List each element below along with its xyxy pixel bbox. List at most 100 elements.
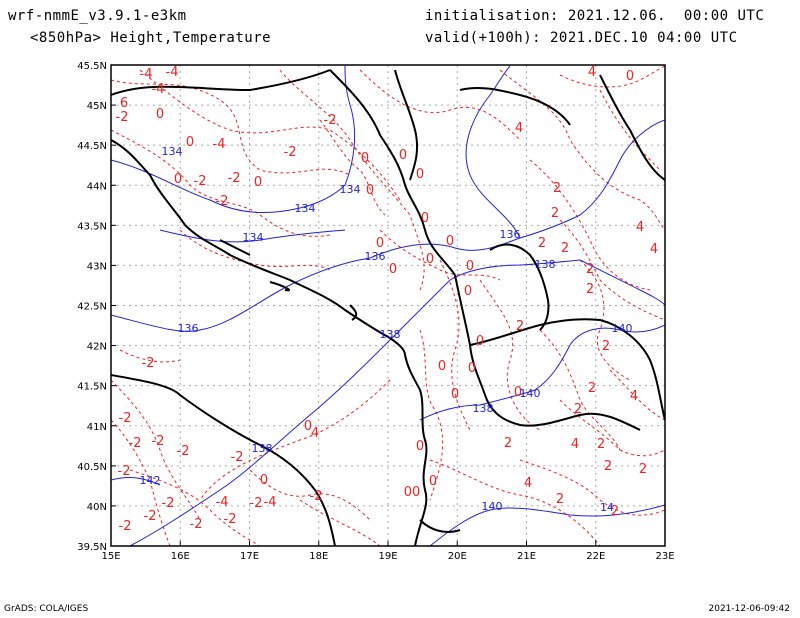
height-contour-label: 140 [520, 387, 541, 400]
temperature-contour-label: 0 [389, 262, 397, 277]
temperature-contour-label: 4 [311, 426, 319, 441]
temperature-contours [111, 65, 665, 546]
temperature-contour-label: 0 [426, 252, 434, 267]
temperature-contour-label: 2 [553, 181, 561, 196]
temperature-contour-label: 0 [174, 172, 182, 187]
temperature-contour-label: -2 [162, 496, 175, 511]
temperature-contour-label: 0 [186, 135, 194, 150]
lon-tick-label: 17E [240, 551, 259, 562]
temperature-contour-label: -2 [310, 489, 323, 504]
temperature-contour-label: 0 [464, 284, 472, 299]
height-contour-label: 138 [380, 328, 401, 341]
model-title: wrf-nmmE_v3.9.1-e3km [8, 8, 187, 24]
lon-tick-label: 16E [171, 551, 190, 562]
lat-tick-label: 41N [87, 422, 107, 433]
temperature-contour-label: 0 [361, 151, 369, 166]
temperature-contour-label: 2 [574, 402, 582, 417]
height-contour-label: 14 [600, 501, 614, 514]
lon-tick-label: 22E [586, 551, 605, 562]
temperature-contour-label: -2 [231, 450, 244, 465]
lon-tick-label: 23E [655, 551, 674, 562]
coastlines-borders [111, 69, 665, 546]
temperature-contour-label: 2 [611, 504, 619, 519]
temperature-contour-label: 0 [446, 234, 454, 249]
temperature-contour-label: 0 [304, 419, 312, 434]
init-time: initialisation: 2021.12.06. 00:00 UTC [425, 8, 765, 24]
lon-tick-label: 15E [101, 551, 120, 562]
lon-tick-label: 19E [378, 551, 397, 562]
temperature-contour-label: 0 [421, 211, 429, 226]
lon-tick-label: 21E [517, 551, 536, 562]
temperature-contour-label: -2 [324, 113, 337, 128]
height-contour-label: 134 [243, 231, 264, 244]
lat-tick-label: 39.5N [77, 542, 107, 553]
height-contour-label: 136 [365, 250, 386, 263]
temperature-contour-label: 4 [630, 389, 638, 404]
temperature-contour-label: -2 [224, 512, 237, 527]
height-contour-label: 136 [500, 228, 521, 241]
temperature-contour-label: 0 [429, 474, 437, 489]
grads-credit: GrADS: COLA/IGES [4, 604, 89, 614]
height-contour-label: 142 [140, 474, 161, 487]
temperature-contour-label: -4 [264, 495, 277, 510]
temperature-contour-label: 2 [586, 262, 594, 277]
axis-labels: 15E 16E 17E 18E 19E 20E 21E 22E 23E 45.5N 45N 44.5N… [77, 61, 674, 562]
temperature-contour-label: 2 [588, 381, 596, 396]
temperature-contour-label: 0 [156, 107, 164, 122]
temperature-contour-label: -2 [152, 434, 165, 449]
temperature-contour-label: 0 [476, 334, 484, 349]
height-contour-label: 134 [162, 145, 183, 158]
height-contour-label: 134 [295, 202, 316, 215]
temperature-contour-label: 4 [571, 437, 579, 452]
lat-tick-label: 45.5N [77, 61, 107, 72]
lon-tick-label: 18E [309, 551, 328, 562]
temperature-contour-label: 4 [515, 121, 523, 136]
temperature-contour-label: 0 [451, 387, 459, 402]
temperature-contour-label: 2 [639, 462, 647, 477]
lon-tick-label: 20E [448, 551, 467, 562]
temperature-contour-label: 00 [404, 485, 421, 500]
height-contour-label: 134 [340, 183, 361, 196]
height-contour-label: 138 [535, 258, 556, 271]
temperature-contour-label: 2 [538, 236, 546, 251]
temperature-contour-label: -4 [166, 65, 179, 80]
temperature-contour-label: -2 [216, 194, 229, 209]
temperature-contour-label: 2 [586, 282, 594, 297]
temperature-contour-label: -2 [194, 174, 207, 189]
temperature-contour-label: 4 [524, 476, 532, 491]
temperature-contour-label: -4 [216, 495, 229, 510]
temperature-contour-label: -2 [144, 509, 157, 524]
lat-tick-label: 44.5N [77, 141, 107, 152]
temperature-contour-label: 0 [416, 439, 424, 454]
temperature-contour-label: -2 [119, 519, 132, 534]
temperature-contour-label: 2 [602, 339, 610, 354]
temperature-contour-label: 0 [254, 175, 262, 190]
temperature-contour-label: -2 [119, 411, 132, 426]
temperature-contour-label: 2 [504, 436, 512, 451]
temperature-contour-label: 2 [556, 492, 564, 507]
lat-tick-label: 44N [87, 181, 107, 192]
temperature-contour-label: -4 [152, 82, 165, 97]
temperature-contour-label: -2 [228, 171, 241, 186]
temperature-contour-label: 0 [438, 359, 446, 374]
temperature-contour-label: -2 [177, 444, 190, 459]
temperature-contour-label: 0 [416, 167, 424, 182]
height-contour-label: 138 [473, 402, 494, 415]
height-contours [111, 65, 665, 546]
temperature-contour-label: 4 [636, 220, 644, 235]
temperature-labels: -4 -4-4-4-2-2-2-2-2 -2-2-2 -4 -46-2-2-2-2 000… [116, 65, 659, 534]
temperature-contour-label: 0 [366, 183, 374, 198]
height-contour-label: 138 [252, 442, 273, 455]
temperature-contour-label: -2 [129, 436, 142, 451]
lat-tick-label: 42.5N [77, 302, 107, 313]
temperature-contour-label: 2 [561, 241, 569, 256]
temperature-contour-label: 0 [466, 259, 474, 274]
lat-tick-label: 41.5N [77, 382, 107, 393]
temperature-contour-label: 2 [516, 319, 524, 334]
temperature-contour-label: -2 [142, 356, 155, 371]
temperature-contour-label: -2 [118, 464, 131, 479]
temperature-contour-label: 0 [468, 361, 476, 376]
valid-time: valid(+100h): 2021.DEC.10 04:00 UTC [425, 30, 738, 46]
lat-tick-label: 40.5N [77, 462, 107, 473]
